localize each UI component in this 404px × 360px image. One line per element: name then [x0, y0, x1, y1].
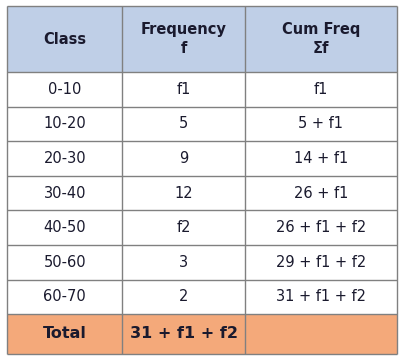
- Bar: [122, 107, 245, 141]
- Bar: [245, 72, 397, 107]
- Text: 0-10: 0-10: [48, 82, 81, 97]
- Bar: [245, 280, 397, 314]
- Bar: [7, 210, 122, 245]
- Bar: [245, 141, 397, 176]
- Text: 20-30: 20-30: [43, 151, 86, 166]
- Text: 10-20: 10-20: [43, 116, 86, 131]
- Text: 60-70: 60-70: [43, 289, 86, 305]
- Bar: [122, 314, 245, 354]
- Bar: [245, 245, 397, 280]
- Text: 14 + f1: 14 + f1: [294, 151, 348, 166]
- Text: 29 + f1 + f2: 29 + f1 + f2: [276, 255, 366, 270]
- Text: 50-60: 50-60: [43, 255, 86, 270]
- Text: 26 + f1 + f2: 26 + f1 + f2: [276, 220, 366, 235]
- Bar: [7, 141, 122, 176]
- Bar: [245, 176, 397, 210]
- Bar: [122, 210, 245, 245]
- Text: Frequency
f: Frequency f: [141, 22, 226, 56]
- Bar: [7, 72, 122, 107]
- Bar: [122, 245, 245, 280]
- Text: 2: 2: [179, 289, 188, 305]
- Text: 3: 3: [179, 255, 188, 270]
- Text: Class: Class: [43, 32, 86, 47]
- Bar: [7, 314, 122, 354]
- Bar: [122, 141, 245, 176]
- Bar: [7, 280, 122, 314]
- Bar: [245, 107, 397, 141]
- Text: Total: Total: [43, 327, 86, 341]
- Bar: [7, 245, 122, 280]
- Bar: [245, 6, 397, 72]
- Text: 30-40: 30-40: [44, 186, 86, 201]
- Text: 5: 5: [179, 116, 188, 131]
- Bar: [245, 314, 397, 354]
- Text: 31 + f1 + f2: 31 + f1 + f2: [130, 327, 238, 341]
- Text: 12: 12: [174, 186, 193, 201]
- Text: 5 + f1: 5 + f1: [298, 116, 343, 131]
- Text: f1: f1: [314, 82, 328, 97]
- Text: f2: f2: [176, 220, 191, 235]
- Bar: [122, 6, 245, 72]
- Text: 31 + f1 + f2: 31 + f1 + f2: [276, 289, 366, 305]
- Text: 9: 9: [179, 151, 188, 166]
- Text: Cum Freq
Σf: Cum Freq Σf: [282, 22, 360, 56]
- Bar: [122, 72, 245, 107]
- Text: f1: f1: [176, 82, 191, 97]
- Text: 26 + f1: 26 + f1: [294, 186, 348, 201]
- Bar: [122, 280, 245, 314]
- Bar: [7, 107, 122, 141]
- Bar: [122, 176, 245, 210]
- Text: 40-50: 40-50: [43, 220, 86, 235]
- Bar: [7, 6, 122, 72]
- Bar: [245, 210, 397, 245]
- Bar: [7, 176, 122, 210]
